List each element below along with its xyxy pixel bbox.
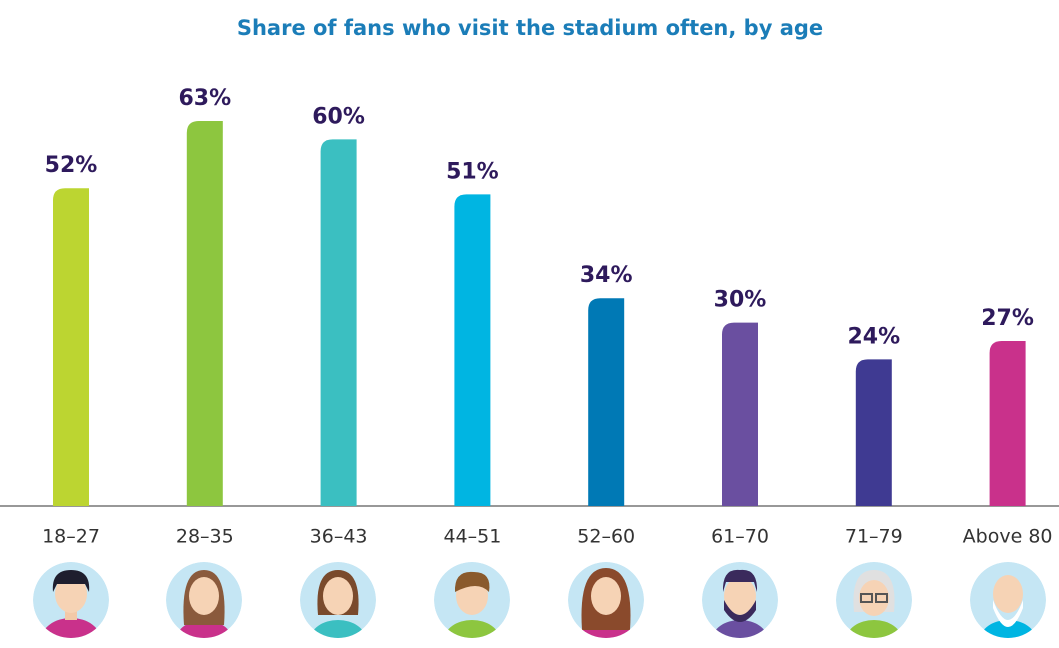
bar (454, 194, 491, 507)
bar (855, 359, 892, 506)
x-tick-label: 28–35 (176, 526, 234, 548)
avatar (166, 562, 242, 638)
avatar (836, 562, 912, 638)
value-label: 51% (446, 159, 499, 184)
chart-title: Share of fans who visit the stadium ofte… (237, 16, 823, 40)
avatar (434, 562, 510, 638)
value-label: 30% (714, 288, 767, 313)
value-label: 52% (45, 153, 98, 178)
bar (186, 121, 223, 506)
avatars (33, 562, 1046, 638)
avatar (970, 562, 1046, 638)
avatar (300, 562, 376, 638)
bar (588, 298, 625, 506)
x-tick-label: 36–43 (310, 526, 368, 548)
avatar (568, 562, 644, 638)
value-label: 63% (178, 86, 231, 111)
value-label: 60% (312, 104, 365, 129)
x-tick-label: 18–27 (42, 526, 100, 548)
value-label: 27% (981, 306, 1034, 331)
bar (989, 341, 1026, 506)
bar (53, 188, 89, 506)
x-tick-label: 61–70 (711, 526, 769, 548)
bar (320, 139, 357, 507)
x-tick-label: 71–79 (845, 526, 903, 548)
value-label: 24% (847, 324, 900, 349)
value-label: 34% (580, 263, 633, 288)
avatar (702, 562, 778, 638)
x-tick-label: 44–51 (443, 526, 501, 548)
x-tick-label: Above 80 (963, 526, 1053, 548)
avatar (33, 562, 109, 638)
x-tick-label: 52–60 (577, 526, 635, 548)
bar (722, 322, 758, 506)
